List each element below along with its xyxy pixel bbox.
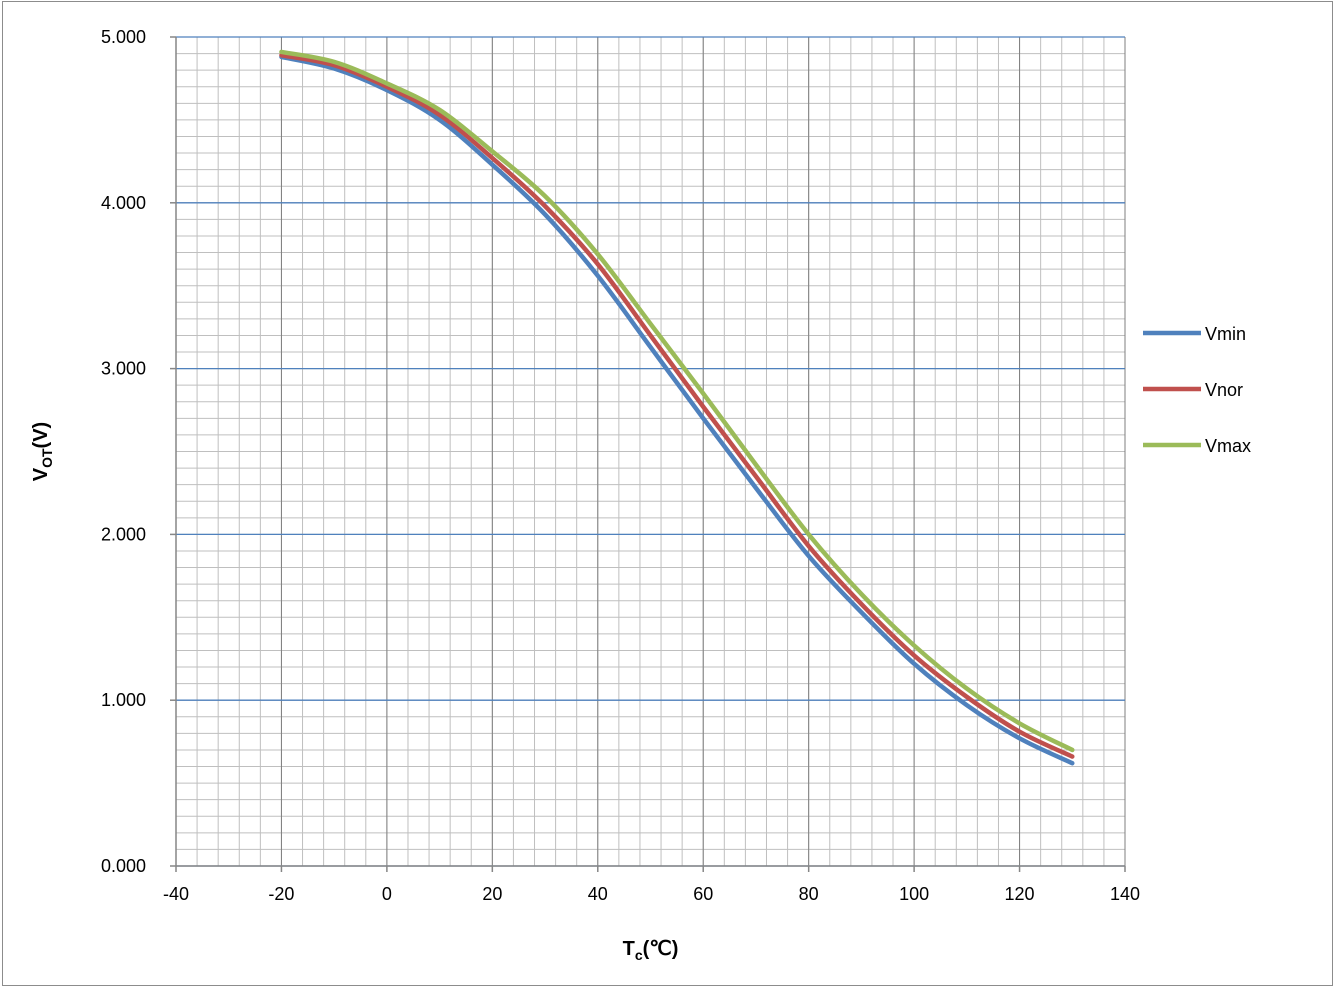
legend: Vmin Vnor Vmax: [1143, 324, 1251, 456]
y-axis-title-main: V: [30, 467, 52, 481]
series-line-vnor: [279, 52, 1075, 759]
axis-titles: Tc(℃) VOT(V): [30, 422, 678, 963]
x-axis-title-main: T: [623, 938, 635, 960]
legend-label-vmax: Vmax: [1205, 436, 1251, 456]
y-tick-label: 2.000: [101, 524, 146, 544]
series-line-vmax: [279, 49, 1075, 753]
x-tick-label: 40: [588, 884, 608, 904]
y-axis-title-suffix: (V): [30, 422, 52, 449]
y-axis-title: VOT(V): [30, 422, 55, 481]
legend-label-vnor: Vnor: [1205, 380, 1243, 400]
x-tick-label: 120: [1005, 884, 1035, 904]
x-tick-label: 60: [693, 884, 713, 904]
y-tick-label: 0.000: [101, 856, 146, 876]
tick-labels: -40 -20 0 20 40 60 80 100 120 140 0.000 1.000 2.000 3…: [101, 27, 1140, 904]
chart-svg: -40 -20 0 20 40 60 80 100 120 140 0.000 1.000 2.000 3…: [30, 27, 1251, 963]
x-axis-title-suffix: (℃): [643, 938, 679, 960]
x-tick-label: 140: [1110, 884, 1140, 904]
x-axis-title-sub: c: [635, 947, 643, 963]
x-tick-label: 0: [382, 884, 392, 904]
x-tick-label: -20: [268, 884, 294, 904]
x-tick-label: 100: [899, 884, 929, 904]
legend-label-vmin: Vmin: [1205, 324, 1246, 344]
axes: [170, 36, 1126, 872]
y-tick-label: 5.000: [101, 27, 146, 47]
y-tick-label: 1.000: [101, 690, 146, 710]
series-layer: [279, 49, 1075, 766]
y-tick-label: 4.000: [101, 193, 146, 213]
y-tick-label: 3.000: [101, 359, 146, 379]
minor-grid: [176, 37, 1125, 866]
x-tick-label: -40: [163, 884, 189, 904]
y-axis-title-sub: OT: [39, 448, 55, 468]
series-line-vmin: [279, 54, 1075, 766]
x-axis-title: Tc(℃): [623, 938, 679, 963]
x-tick-label: 80: [799, 884, 819, 904]
x-tick-label: 20: [482, 884, 502, 904]
